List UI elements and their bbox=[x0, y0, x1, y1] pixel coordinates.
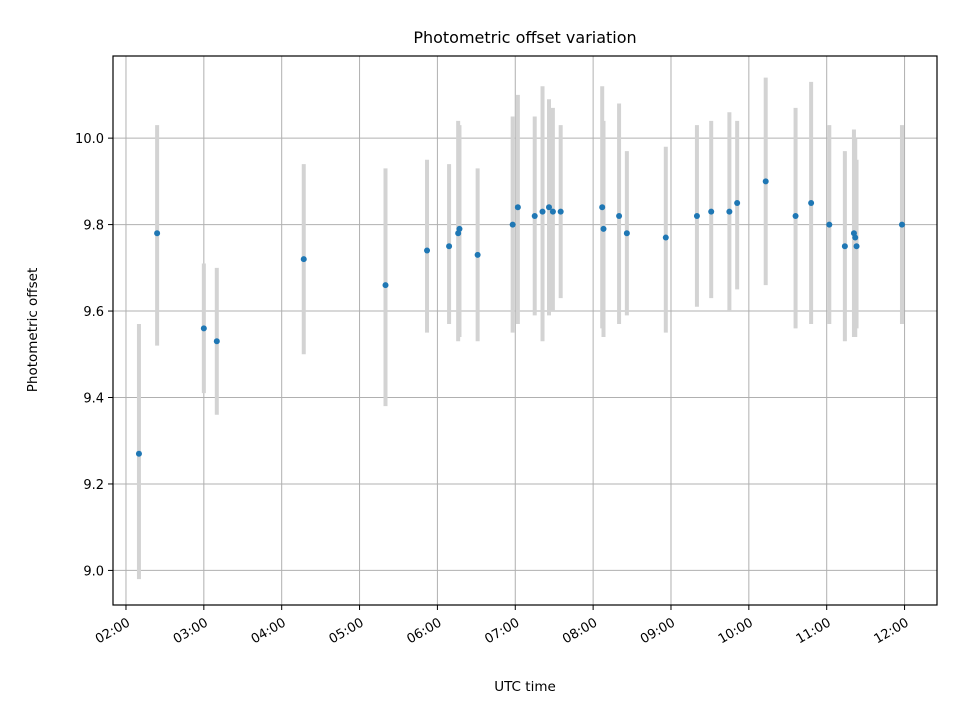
chart-title: Photometric offset variation bbox=[413, 28, 636, 47]
data-point bbox=[898, 221, 905, 228]
data-points bbox=[135, 178, 905, 457]
grid-lines bbox=[113, 56, 937, 605]
data-point bbox=[708, 208, 715, 215]
data-point bbox=[549, 208, 556, 215]
y-tick-label: 9.2 bbox=[83, 478, 104, 493]
data-point bbox=[734, 199, 741, 206]
data-point bbox=[200, 325, 207, 332]
data-point bbox=[382, 282, 389, 289]
data-point bbox=[662, 234, 669, 241]
data-point bbox=[841, 243, 848, 250]
data-point bbox=[514, 204, 521, 211]
data-point bbox=[852, 234, 859, 241]
data-point bbox=[693, 212, 700, 219]
data-point bbox=[531, 212, 538, 219]
plot-frame bbox=[112, 55, 938, 606]
data-point bbox=[557, 208, 564, 215]
data-point bbox=[762, 178, 769, 185]
y-tick-label: 9.0 bbox=[83, 564, 104, 579]
data-point bbox=[853, 243, 860, 250]
y-tick-label: 9.8 bbox=[83, 219, 104, 234]
y-tick-label: 9.6 bbox=[83, 305, 104, 320]
data-point bbox=[616, 212, 623, 219]
data-point bbox=[213, 338, 220, 345]
data-point bbox=[424, 247, 431, 254]
data-point bbox=[808, 199, 815, 206]
data-point bbox=[135, 450, 142, 457]
data-point bbox=[300, 256, 307, 263]
y-tick-label: 9.4 bbox=[83, 392, 104, 407]
data-point bbox=[474, 251, 481, 258]
data-point bbox=[546, 204, 553, 211]
data-point bbox=[509, 221, 516, 228]
data-point bbox=[826, 221, 833, 228]
data-point bbox=[539, 208, 546, 215]
y-axis-label: Photometric offset bbox=[25, 268, 41, 392]
data-point bbox=[599, 204, 606, 211]
data-point bbox=[726, 208, 733, 215]
data-point bbox=[623, 230, 630, 237]
data-point bbox=[792, 212, 799, 219]
y-tick-label: 10.0 bbox=[75, 132, 104, 147]
data-point bbox=[446, 243, 453, 250]
data-point bbox=[456, 225, 463, 232]
x-axis-label: UTC time bbox=[494, 679, 556, 695]
data-point bbox=[600, 225, 607, 232]
data-point bbox=[154, 230, 161, 237]
y-axis-ticks: 9.0 9.2 9.4 9.6 9.8 10.0 bbox=[75, 132, 113, 579]
